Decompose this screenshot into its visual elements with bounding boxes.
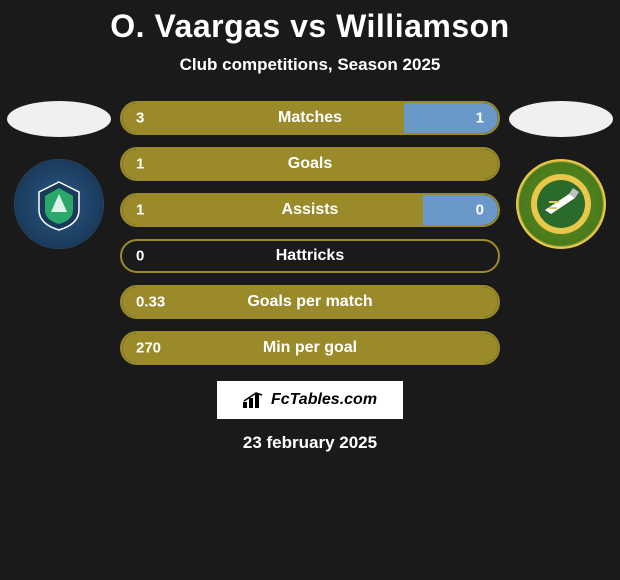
stat-label: Hattricks	[122, 247, 498, 265]
player-avatar-left	[7, 101, 111, 137]
brand-label: FcTables.com	[271, 391, 377, 409]
stat-bar: 3Matches1	[120, 101, 500, 135]
stat-bar: 1Assists0	[120, 193, 500, 227]
player-column-left	[4, 91, 114, 249]
footer-date: 23 february 2025	[243, 433, 377, 453]
player-column-right	[506, 91, 616, 249]
stat-label: Min per goal	[122, 339, 498, 357]
sounders-crest-icon	[29, 174, 89, 234]
stat-label: Goals per match	[122, 293, 498, 311]
stat-bar: 1Goals	[120, 147, 500, 181]
stat-bar: 0Hattricks	[120, 239, 500, 273]
stat-bar: 270Min per goal	[120, 331, 500, 365]
team-logo-right	[516, 159, 606, 249]
chart-icon	[243, 392, 265, 408]
stat-bar: 0.33Goals per match	[120, 285, 500, 319]
player-avatar-right	[509, 101, 613, 137]
stat-value-right: 0	[476, 202, 484, 219]
brand-badge[interactable]: FcTables.com	[217, 381, 403, 419]
page-subtitle: Club competitions, Season 2025	[180, 55, 441, 75]
stat-value-right: 1	[476, 110, 484, 127]
timbers-crest-icon	[529, 172, 593, 236]
stats-column: 3Matches11Goals1Assists00Hattricks0.33Go…	[114, 91, 506, 365]
stat-label: Assists	[122, 201, 498, 219]
main-row: 3Matches11Goals1Assists00Hattricks0.33Go…	[0, 91, 620, 365]
comparison-card: O. Vaargas vs Williamson Club competitio…	[0, 0, 620, 580]
page-title: O. Vaargas vs Williamson	[110, 8, 509, 45]
stat-label: Goals	[122, 155, 498, 173]
stat-label: Matches	[122, 109, 498, 127]
team-logo-left	[14, 159, 104, 249]
